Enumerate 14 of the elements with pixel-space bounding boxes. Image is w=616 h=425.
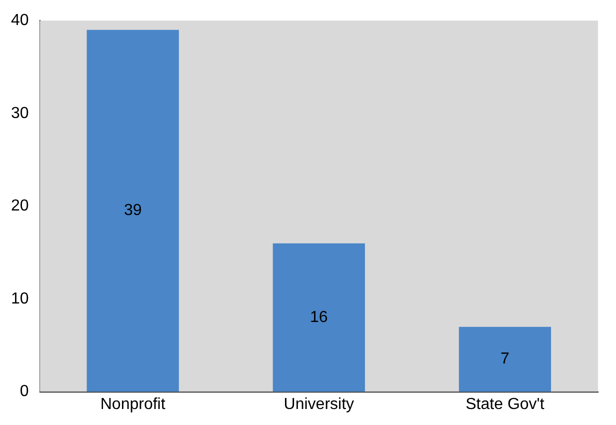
data-label: 16 [310, 308, 328, 326]
y-tick-label: 20 [11, 198, 29, 215]
y-tick-label: 40 [11, 12, 29, 30]
data-label: 7 [500, 350, 510, 368]
y-tick-label: 30 [11, 104, 29, 122]
x-tick-label: Nonprofit [100, 396, 166, 413]
x-tick-label: University [284, 396, 354, 413]
y-tick-label: 0 [20, 383, 29, 400]
bar [272, 243, 365, 392]
y-tick-label: 10 [11, 290, 29, 308]
data-label: 39 [124, 202, 142, 220]
bar [458, 326, 552, 392]
x-tick-label: State Gov't [466, 396, 545, 413]
bar [86, 30, 179, 392]
